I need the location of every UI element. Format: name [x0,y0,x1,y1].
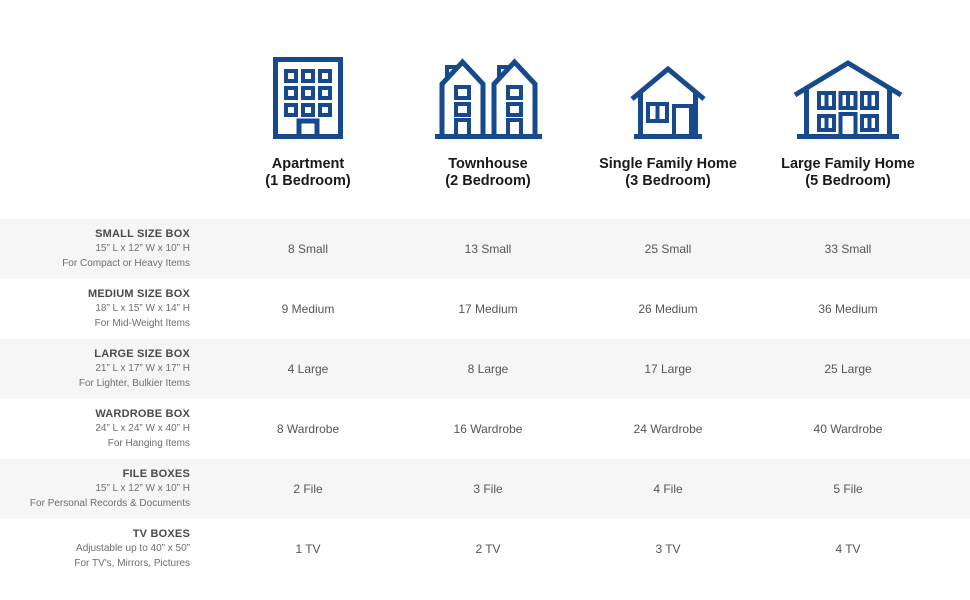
table-row-small-box: SMALL SIZE BOX 15” L x 12” W x 10” H For… [0,219,970,279]
box-description: For Compact or Heavy Items [62,258,190,269]
large-family-home-icon [758,0,938,139]
quantity-cell: 33 Small [824,242,872,256]
quantity-cell: 3 TV [655,542,681,556]
quantity-cell: 8 Wardrobe [276,422,340,436]
column-bedrooms: (1 Bedroom) [265,173,351,189]
single-family-home-icon [578,0,758,139]
box-title: MEDIUM SIZE BOX [87,288,190,300]
row-label: FILE BOXES 15” L x 12” W x 10” H For Per… [0,467,218,511]
row-label: MEDIUM SIZE BOX 18” L x 15” W x 14” H Fo… [0,287,218,331]
box-title: LARGE SIZE BOX [94,348,190,360]
quantity-cell: 4 File [653,482,683,496]
row-label: TV BOXES Adjustable up to 40” x 50” For … [0,527,218,571]
box-title: WARDROBE BOX [95,408,190,420]
column-bedrooms: (3 Bedroom) [625,173,711,189]
quantity-cell: 25 Small [644,242,692,256]
quantity-cell: 5 File [833,482,863,496]
quantity-cell: 13 Small [464,242,512,256]
quantity-cell: 1 TV [295,542,321,556]
box-title: FILE BOXES [122,468,190,480]
quantity-cell: 16 Wardrobe [453,422,523,436]
box-description: For Personal Records & Documents [29,498,190,509]
quantity-cell: 2 File [293,482,323,496]
quantity-cell: 26 Medium [638,302,698,316]
table-row-wardrobe-box: WARDROBE BOX 24” L x 24” W x 40” H For H… [0,399,970,459]
column-name: Large Family Home [781,156,915,172]
column-header-large-family: Large Family Home (5 Bedroom) [758,0,938,219]
apartment-icon [218,0,398,139]
column-name: Townhouse [448,156,528,172]
quantity-cell: 8 Small [287,242,328,256]
row-label: LARGE SIZE BOX 21” L x 17” W x 17” H For… [0,347,218,391]
column-bedrooms: (5 Bedroom) [805,173,891,189]
box-dimensions: 18” L x 15” W x 14” H [95,303,190,314]
box-title: SMALL SIZE BOX [95,228,190,240]
column-bedrooms: (2 Bedroom) [445,173,531,189]
box-dimensions: 21” L x 17” W x 17” H [95,363,190,374]
quantity-cell: 2 TV [475,542,501,556]
row-label: WARDROBE BOX 24” L x 24” W x 40” H For H… [0,407,218,451]
table-row-large-box: LARGE SIZE BOX 21” L x 17” W x 17” H For… [0,339,970,399]
column-header-single-family: Single Family Home (3 Bedroom) [578,0,758,219]
box-description: For Hanging Items [107,438,190,449]
table-row-file-boxes: FILE BOXES 15” L x 12” W x 10” H For Per… [0,459,970,519]
column-header-apartment: Apartment (1 Bedroom) [218,0,398,219]
column-name: Single Family Home [599,156,737,172]
box-description: For Mid-Weight Items [94,318,190,329]
table-row-medium-box: MEDIUM SIZE BOX 18” L x 15” W x 14” H Fo… [0,279,970,339]
box-description: For TV's, Mirrors, Pictures [74,558,190,569]
quantity-cell: 8 Large [467,362,509,376]
box-description: For Lighter, Bulkier Items [78,378,190,389]
box-title: TV BOXES [132,528,190,540]
box-dimensions: 15” L x 12” W x 10” H [95,483,190,494]
box-dimensions: 24” L x 24” W x 40” H [95,423,190,434]
table-row-tv-boxes: TV BOXES Adjustable up to 40” x 50” For … [0,519,970,579]
box-dimensions: 15” L x 12” W x 10” H [95,243,190,254]
quantity-cell: 3 File [473,482,503,496]
townhouse-icon [398,0,578,139]
quantity-cell: 17 Large [644,362,692,376]
header-spacer [0,0,218,219]
box-dimensions: Adjustable up to 40” x 50” [76,543,190,554]
quantity-cell: 17 Medium [458,302,518,316]
quantity-cell: 4 TV [835,542,861,556]
quantity-cell: 9 Medium [281,302,335,316]
quantity-cell: 40 Wardrobe [813,422,883,436]
column-header-townhouse: Townhouse (2 Bedroom) [398,0,578,219]
quantity-cell: 36 Medium [818,302,878,316]
table-header: Apartment (1 Bedroom) [0,0,970,219]
column-name: Apartment [271,156,345,172]
row-label: SMALL SIZE BOX 15” L x 12” W x 10” H For… [0,227,218,271]
quantity-cell: 24 Wardrobe [633,422,703,436]
quantity-cell: 25 Large [824,362,872,376]
quantity-cell: 4 Large [287,362,329,376]
